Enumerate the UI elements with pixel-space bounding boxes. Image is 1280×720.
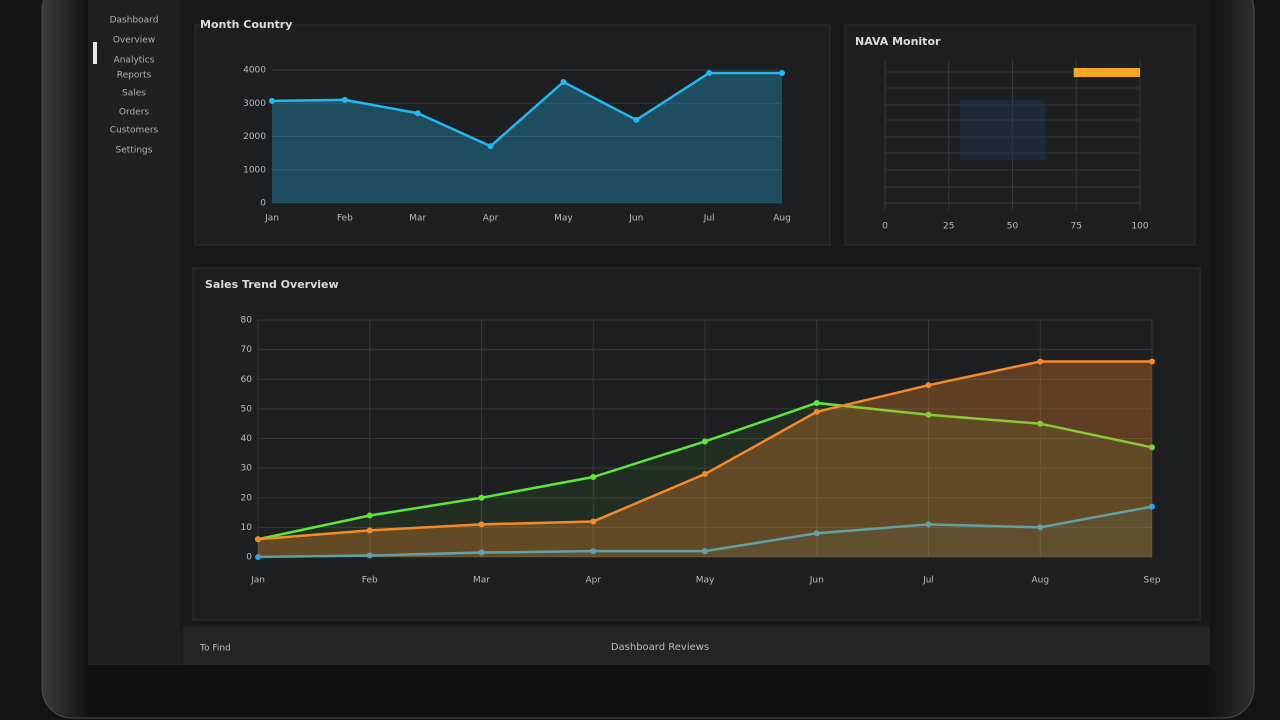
- y-tick-label: 10: [241, 523, 253, 533]
- chart-title: Month Country: [200, 18, 292, 31]
- y-tick-label: 2000: [243, 132, 266, 142]
- point: [487, 143, 494, 150]
- x-tick-label: Feb: [337, 214, 353, 224]
- x-tick-label: 75: [1071, 222, 1082, 232]
- x-tick-label: 25: [943, 222, 954, 232]
- x-tick-label: May: [696, 576, 715, 586]
- point: [1149, 358, 1155, 365]
- point: [1037, 358, 1044, 365]
- x-tick-label: 100: [1131, 222, 1148, 232]
- point: [633, 116, 640, 123]
- point: [702, 471, 708, 478]
- highlight: [960, 100, 1045, 160]
- menu-item: Analytics: [114, 56, 155, 66]
- y-tick-label: 0: [246, 553, 252, 563]
- x-tick-label: May: [554, 214, 573, 224]
- chart-title: Sales Trend Overview: [205, 278, 339, 291]
- point: [590, 474, 597, 481]
- y-tick-label: 4000: [243, 66, 266, 76]
- x-tick-label: 0: [882, 222, 888, 232]
- point: [813, 408, 820, 415]
- x-tick-label: Jun: [809, 576, 824, 586]
- y-tick-label: 60: [241, 375, 253, 385]
- x-tick-label: Apr: [585, 576, 601, 586]
- point: [925, 521, 932, 528]
- x-tick-label: Jul: [922, 576, 934, 586]
- y-tick-label: 1000: [243, 165, 266, 175]
- x-tick-label: Apr: [483, 214, 499, 224]
- x-tick-label: Sep: [1144, 576, 1161, 586]
- point: [255, 554, 261, 560]
- chart-title: NAVA Monitor: [855, 35, 941, 48]
- area: [258, 506, 1152, 557]
- point: [1149, 444, 1155, 451]
- line: [271, 71, 782, 148]
- menu-item: Customers: [110, 126, 159, 136]
- point: [366, 512, 373, 519]
- y-tick-label: 40: [241, 434, 253, 444]
- point: [560, 78, 567, 85]
- menu-item: Sales: [122, 89, 146, 99]
- menu-item: Orders: [119, 108, 150, 118]
- y-tick-label: 80: [241, 316, 253, 326]
- point: [706, 69, 713, 76]
- menu-item: Reports: [117, 71, 152, 81]
- menu-item: Dashboard: [110, 16, 159, 26]
- menu-item: Overview: [113, 36, 155, 46]
- point: [366, 552, 373, 559]
- footer-left: To Find: [199, 644, 231, 654]
- menu-item: Settings: [116, 146, 153, 156]
- x-tick-label: Jan: [264, 214, 279, 224]
- point: [255, 536, 261, 543]
- point: [590, 518, 597, 525]
- bar: [1073, 68, 1140, 77]
- x-tick-label: 50: [1007, 222, 1019, 232]
- point: [341, 96, 348, 103]
- panel: [194, 24, 831, 246]
- panel: [844, 24, 1196, 246]
- point: [1037, 420, 1044, 427]
- point: [702, 548, 708, 555]
- area: [258, 361, 1152, 557]
- footer-center: Dashboard Reviews: [611, 642, 709, 653]
- point: [779, 69, 785, 76]
- y-tick-label: 50: [241, 404, 253, 414]
- point: [813, 530, 820, 537]
- point: [813, 399, 820, 406]
- footer-bar: [183, 627, 1210, 665]
- x-tick-label: Mar: [409, 214, 426, 224]
- area: [272, 72, 782, 204]
- point: [590, 548, 597, 555]
- y-tick-label: 0: [260, 199, 266, 209]
- point: [269, 97, 275, 104]
- x-tick-label: Jul: [703, 214, 715, 224]
- x-tick-label: Jan: [250, 576, 265, 586]
- point: [925, 382, 932, 389]
- point: [478, 494, 485, 501]
- y-tick-label: 70: [241, 345, 253, 355]
- point: [478, 549, 485, 556]
- point: [1037, 524, 1044, 531]
- point: [366, 527, 373, 534]
- y-tick-label: 30: [241, 464, 253, 474]
- y-tick-label: 20: [241, 493, 253, 503]
- point: [414, 110, 421, 117]
- x-tick-label: Aug: [773, 214, 791, 224]
- y-tick-label: 3000: [243, 99, 266, 109]
- area: [258, 402, 1152, 557]
- x-tick-label: Mar: [473, 576, 490, 586]
- point: [478, 521, 485, 528]
- sidebar: [88, 0, 180, 665]
- sidebar-indicator: [93, 42, 97, 64]
- x-tick-label: Feb: [362, 576, 378, 586]
- point: [702, 438, 708, 445]
- point: [925, 411, 932, 418]
- x-tick-label: Jun: [628, 214, 643, 224]
- point: [1149, 503, 1155, 510]
- x-tick-label: Aug: [1031, 576, 1049, 586]
